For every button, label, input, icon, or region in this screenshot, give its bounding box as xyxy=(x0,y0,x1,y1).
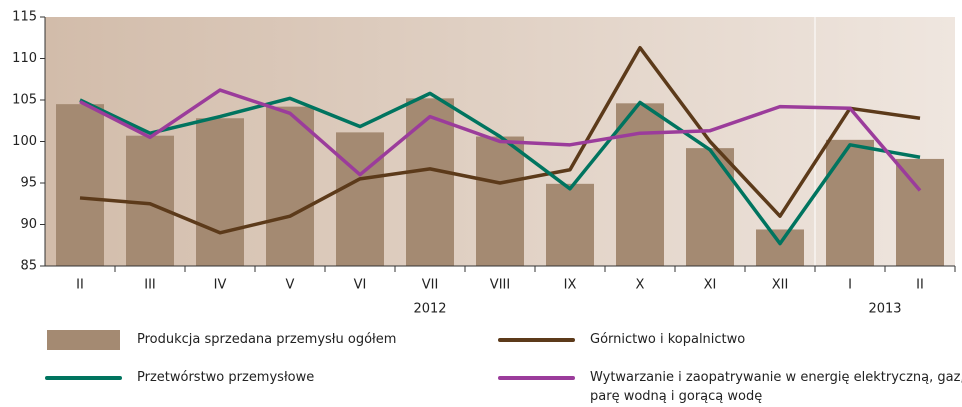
x-tick-label: II xyxy=(916,278,924,293)
bar xyxy=(686,148,734,266)
x-tick-label: V xyxy=(286,278,295,293)
y-tick-label: 85 xyxy=(20,259,37,274)
bar xyxy=(826,139,874,266)
bar xyxy=(196,118,244,266)
bar xyxy=(546,183,594,266)
line xyxy=(79,88,922,192)
legend-label: Produkcja sprzedana przemysłu ogółem xyxy=(137,332,397,347)
bar xyxy=(896,158,944,266)
y-tick-label: 110 xyxy=(12,51,37,66)
y-tick-label: 105 xyxy=(12,93,37,108)
y-tick-label: 90 xyxy=(20,217,37,232)
x-tick-label: X xyxy=(636,278,645,293)
x-tick-label: VI xyxy=(354,278,367,293)
year-label: 2013 xyxy=(868,302,901,317)
bar xyxy=(616,103,664,266)
line xyxy=(79,91,921,246)
y-tick-label: 95 xyxy=(20,176,37,191)
x-tick-label: VIII xyxy=(490,278,510,293)
line xyxy=(79,45,921,235)
x-tick-label: XI xyxy=(704,278,717,293)
x-tick-label: II xyxy=(76,278,84,293)
bar xyxy=(406,98,454,266)
bar xyxy=(336,132,384,266)
bar xyxy=(266,106,314,266)
bar xyxy=(476,136,524,266)
y-tick-label: 100 xyxy=(12,134,37,149)
x-tick-label: XII xyxy=(772,278,789,293)
x-tick-label: IX xyxy=(564,278,577,293)
x-tick-label: I xyxy=(848,278,852,293)
legend-swatch xyxy=(47,330,120,350)
legend-label: Wytwarzanie i zaopatrywanie w energię el… xyxy=(590,370,962,404)
x-tick-label: VII xyxy=(422,278,439,293)
year-label: 2012 xyxy=(413,302,446,317)
legend-label: Górnictwo i kopalnictwo xyxy=(590,332,746,347)
x-tick-label: III xyxy=(144,278,156,293)
legend-label: Przetwórstwo przemysłowe xyxy=(137,370,315,385)
bar xyxy=(56,104,104,267)
bar xyxy=(756,229,804,266)
y-tick-label: 115 xyxy=(12,10,37,25)
x-tick-label: IV xyxy=(214,278,227,293)
